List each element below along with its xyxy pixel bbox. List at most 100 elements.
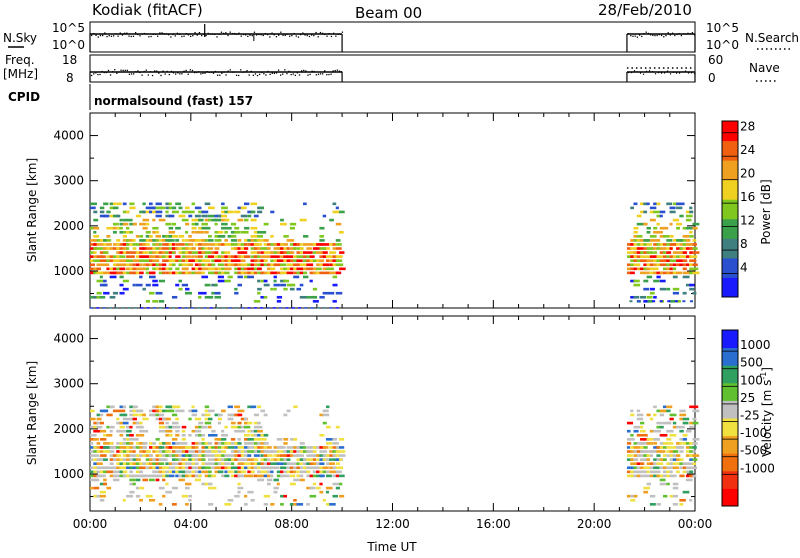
power-echo: [194, 255, 199, 258]
velocity-echo: [666, 421, 672, 425]
power-echo: [214, 247, 220, 250]
velocity-echo: [148, 413, 156, 417]
velocity-echo: [630, 458, 634, 461]
velocity-echo: [283, 438, 289, 441]
velocity-echo: [273, 490, 278, 494]
power-echo: [250, 239, 257, 242]
velocity-echo: [135, 446, 141, 449]
velocity-echo: [325, 454, 330, 457]
power-echo: [214, 222, 218, 226]
freq-point: [156, 70, 158, 72]
power-echo: [158, 263, 165, 267]
power-x-axis: [89, 113, 696, 308]
velocity-echo: [260, 474, 264, 478]
velocity-echo: [181, 438, 186, 441]
velocity-echo: [221, 466, 226, 470]
velocity-echo: [260, 433, 266, 437]
velocity-echo: [253, 413, 259, 417]
velocity-echo: [155, 454, 160, 457]
power-echo: [289, 267, 295, 271]
power-echo: [201, 247, 205, 250]
power-echo: [692, 247, 698, 250]
velocity-echo: [649, 442, 654, 445]
power-echo: [247, 263, 252, 267]
velocity-echo: [283, 454, 287, 457]
power-echo: [669, 247, 673, 250]
power-echo: [165, 210, 169, 214]
power-echo: [185, 255, 192, 258]
velocity-echo: [99, 494, 106, 498]
power-echo: [168, 255, 172, 258]
power-echo: [257, 255, 261, 258]
power-echo: [244, 230, 249, 234]
power-echo: [221, 259, 227, 263]
velocity-echo: [188, 458, 195, 461]
velocity-echo: [244, 438, 251, 441]
velocity-echo: [649, 454, 654, 457]
nsky-point: [157, 35, 159, 37]
velocity-echo: [289, 474, 296, 478]
velocity-echo: [689, 498, 693, 502]
power-echo: [649, 291, 655, 295]
power-echo: [339, 255, 343, 258]
power-echo: [666, 287, 671, 291]
power-echo: [221, 271, 227, 275]
power-echo: [240, 214, 248, 218]
velocity-colorbar-tick: -100: [740, 426, 767, 440]
velocity-echo: [244, 494, 248, 498]
velocity-echo: [250, 442, 254, 445]
power-echo: [309, 271, 316, 275]
velocity-echo: [237, 421, 242, 425]
nsky-point: [636, 36, 639, 38]
velocity-echo: [646, 438, 652, 441]
power-echo: [204, 251, 211, 254]
velocity-echo: [93, 421, 99, 425]
power-echo: [643, 267, 650, 271]
power-echo: [652, 300, 656, 303]
velocity-echo: [217, 462, 224, 466]
velocity-echo: [112, 474, 118, 478]
power-echo: [263, 247, 270, 250]
velocity-echo: [293, 470, 297, 474]
power-echo: [93, 230, 97, 234]
velocity-echo: [309, 494, 317, 498]
velocity-echo: [109, 462, 114, 466]
power-echo: [165, 206, 170, 210]
velocity-echo: [689, 442, 695, 445]
power-echo: [662, 271, 670, 275]
velocity-echo: [273, 454, 280, 457]
power-echo: [178, 279, 183, 283]
velocity-echo: [685, 470, 690, 474]
velocity-echo: [270, 470, 274, 474]
power-echo: [672, 251, 678, 254]
velocity-echo: [207, 446, 212, 449]
velocity-echo: [630, 474, 635, 478]
velocity-echo: [322, 454, 329, 457]
power-echo: [630, 255, 637, 258]
velocity-echo: [286, 462, 294, 466]
velocity-echo: [244, 462, 249, 466]
velocity-echo: [204, 466, 211, 470]
power-echo: [244, 202, 250, 206]
velocity-echo: [633, 466, 639, 470]
power-echo: [633, 267, 638, 271]
velocity-echo: [643, 490, 649, 494]
velocity-echo: [247, 429, 252, 433]
power-echo: [303, 267, 307, 271]
nsky-point: [128, 35, 130, 37]
power-echo: [649, 263, 656, 267]
velocity-echo: [162, 454, 169, 457]
power-echo: [139, 263, 143, 267]
power-echo: [263, 263, 268, 267]
power-echo: [285, 307, 289, 309]
nave-tick-bottom: 0: [708, 71, 716, 85]
velocity-echo: [692, 442, 698, 445]
velocity-echo: [633, 450, 639, 453]
power-echo: [165, 267, 170, 271]
power-echo: [332, 283, 338, 287]
power-echo: [303, 275, 309, 279]
freq-point: [269, 73, 271, 75]
velocity-echo: [234, 405, 241, 409]
velocity-echo: [129, 470, 133, 474]
power-echo: [155, 251, 162, 254]
